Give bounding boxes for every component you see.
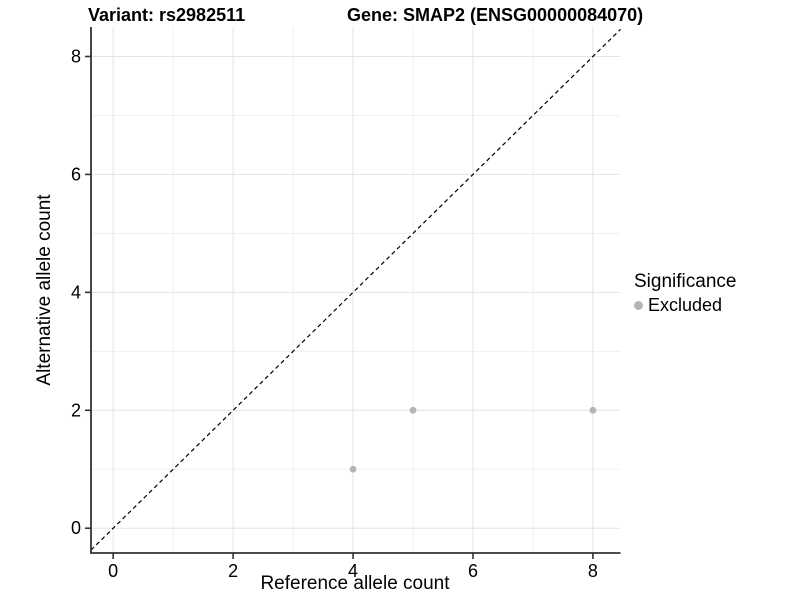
x-tick-label: 0	[108, 561, 118, 581]
x-axis-title: Reference allele count	[260, 573, 450, 594]
x-tick-label: 2	[228, 561, 238, 581]
y-axis-title: Alternative allele count	[34, 194, 55, 386]
y-tick-label: 0	[71, 518, 81, 538]
y-tick-label: 8	[71, 46, 81, 66]
y-tick-label: 6	[71, 164, 81, 184]
gene-title: Gene: SMAP2 (ENSG00000084070)	[347, 5, 644, 25]
x-tick-label: 6	[468, 561, 478, 581]
legend: Significance Excluded	[634, 271, 736, 316]
data-point	[349, 465, 357, 473]
legend-dot-icon	[634, 301, 643, 310]
variant-title: Variant: rs2982511	[88, 5, 246, 25]
data-point	[409, 406, 417, 414]
legend-title: Significance	[634, 271, 737, 292]
legend-item-excluded: Excluded	[634, 295, 736, 316]
identity-dashed-line	[90, 28, 621, 551]
x-tick-label: 8	[588, 561, 598, 581]
legend-item-label: Excluded	[648, 295, 723, 315]
data-point	[589, 406, 597, 414]
y-tick-label: 2	[71, 400, 81, 420]
y-tick-label: 4	[71, 282, 81, 302]
x-tick-label: 4	[348, 561, 358, 581]
